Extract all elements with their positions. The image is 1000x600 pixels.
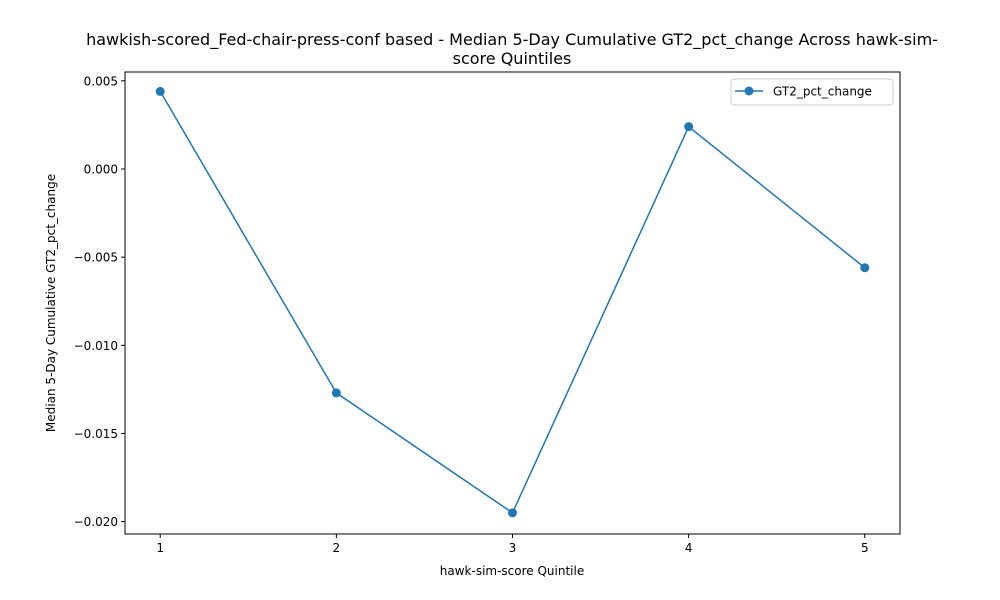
data-point xyxy=(684,122,694,132)
y-tick-label: 0.000 xyxy=(84,162,118,176)
chart-title-line-2: score Quintiles xyxy=(453,49,572,68)
x-tick-label: 2 xyxy=(333,541,341,555)
x-axis-label: hawk-sim-score Quintile xyxy=(440,564,584,578)
legend: GT2_pct_change xyxy=(730,78,894,106)
plot-area-frame xyxy=(124,71,901,535)
legend-entry-gt2-pct-change: GT2_pct_change xyxy=(773,85,872,99)
y-tick-label: 0.005 xyxy=(84,74,118,88)
chart-title: hawkish-scored_Fed-chair-press-conf base… xyxy=(86,30,938,68)
x-tick-label: 3 xyxy=(509,541,517,555)
legend-marker-swatch xyxy=(744,86,754,96)
y-axis-ticks: 0.005 0.000 −0.005 −0.010 −0.015 −0.020 xyxy=(74,74,125,529)
y-tick-label: −0.015 xyxy=(74,427,118,441)
series-line xyxy=(159,91,866,514)
chart-title-line-1: hawkish-scored_Fed-chair-press-conf base… xyxy=(86,30,938,50)
x-tick-label: 5 xyxy=(861,541,869,555)
y-axis-label: Median 5-Day Cumulative GT2_pct_change xyxy=(44,174,58,432)
x-tick-label: 4 xyxy=(685,541,693,555)
data-point xyxy=(331,388,341,398)
data-point xyxy=(860,263,870,273)
y-tick-label: −0.020 xyxy=(74,515,118,529)
data-point xyxy=(155,86,165,96)
y-tick-label: −0.010 xyxy=(74,339,118,353)
x-axis-ticks: 1 2 3 4 5 xyxy=(156,534,869,555)
data-point xyxy=(508,508,517,518)
legend-box xyxy=(730,78,894,106)
series-layer xyxy=(155,86,870,518)
x-tick-label: 1 xyxy=(156,541,164,555)
y-tick-label: −0.005 xyxy=(74,251,118,265)
